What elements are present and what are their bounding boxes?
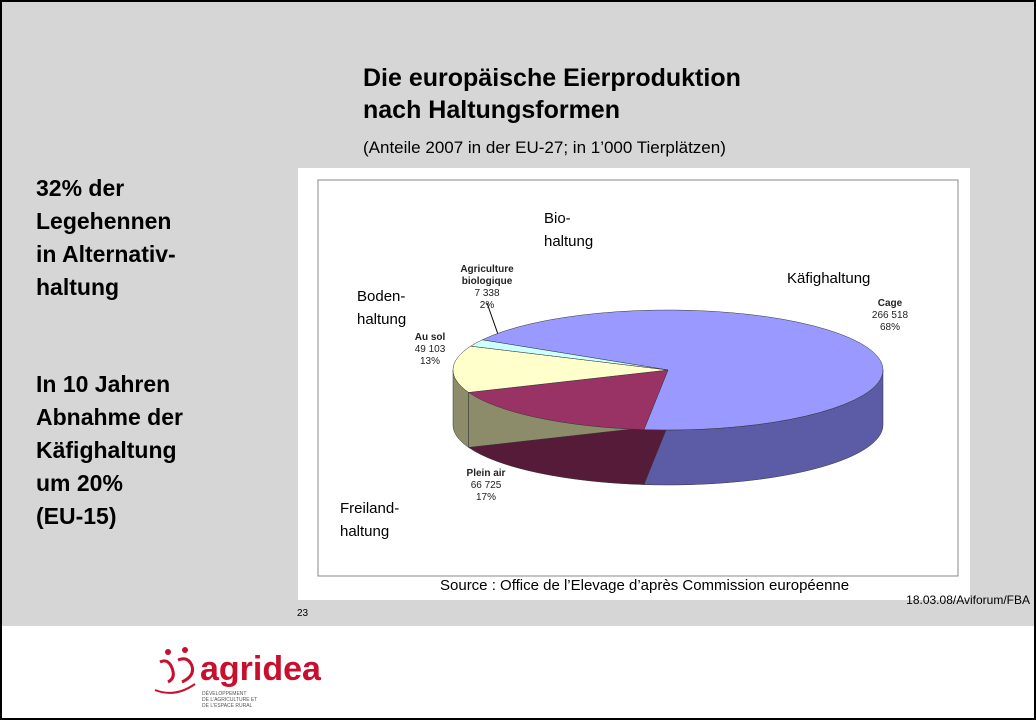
side-text: um 20% — [36, 470, 123, 496]
title: nach Haltungsformen — [363, 96, 620, 124]
label-part: Agriculture biologique — [460, 264, 514, 287]
side-text: In 10 Jahren — [36, 371, 170, 397]
pie-slice — [452, 345, 669, 393]
label-part: 68% — [879, 322, 900, 333]
slice-label-text: Agriculture biologique 7 338 2% — [455, 264, 519, 312]
label-part: 7 338 — [474, 288, 500, 299]
side-text: haltung — [36, 274, 119, 300]
label-part: 13% — [419, 356, 440, 367]
pie-slice — [469, 339, 669, 371]
slice-label-text: Cage 266 518 68% — [850, 298, 930, 334]
logo-text: agridea — [200, 650, 322, 688]
side-text: Legehennen — [36, 208, 171, 234]
footer: 18.03.08/Aviforum/FBA — [906, 593, 1030, 607]
logo-icon — [154, 647, 196, 694]
label-part: 266 518 — [871, 310, 909, 321]
annotation: Käfighaltung — [787, 270, 870, 287]
annotation: haltung — [544, 233, 593, 250]
label-part: 2% — [479, 300, 495, 311]
label-part: Cage — [877, 298, 903, 309]
label-part: 49 103 — [414, 344, 446, 355]
plot-frame — [317, 179, 959, 577]
logo-tagline: DE L'AGRICULTURE ET — [202, 697, 257, 703]
label-part: Au sol — [414, 332, 446, 343]
annotation: haltung — [340, 523, 389, 540]
label-part: 66 725 — [470, 480, 502, 491]
title: Die europäische Eierproduktion — [363, 64, 741, 92]
annotation: Bio- — [544, 210, 571, 227]
label-part: Plein air — [466, 468, 506, 479]
slice-label-text: Au sol 49 103 13% — [400, 332, 460, 368]
annotation: Boden- — [357, 288, 405, 305]
slice-label-text: Plein air 66 725 17% — [451, 468, 521, 504]
annotation: Freiland- — [340, 500, 399, 517]
logo-tagline: DÉVELOPPEMENT — [202, 690, 246, 697]
slide-number: 23 — [297, 608, 309, 619]
pie-slice — [481, 309, 884, 431]
label-part: 17% — [475, 492, 496, 503]
side-text: 32% der — [36, 175, 124, 201]
side-text: in Alternativ- — [36, 241, 176, 267]
annotation: haltung — [357, 311, 406, 328]
source: Source : Office de l’Elevage d’après Com… — [440, 577, 849, 594]
subtitle: (Anteile 2007 in der EU-27; in 1’000 Tie… — [363, 138, 726, 157]
logo-tagline: DE L'ESPACE RURAL — [202, 703, 253, 709]
pie-slice — [467, 369, 669, 430]
side-text: Käfighaltung — [36, 437, 177, 463]
side-text: Abnahme der — [36, 404, 183, 430]
side-text: (EU-15) — [36, 503, 117, 529]
